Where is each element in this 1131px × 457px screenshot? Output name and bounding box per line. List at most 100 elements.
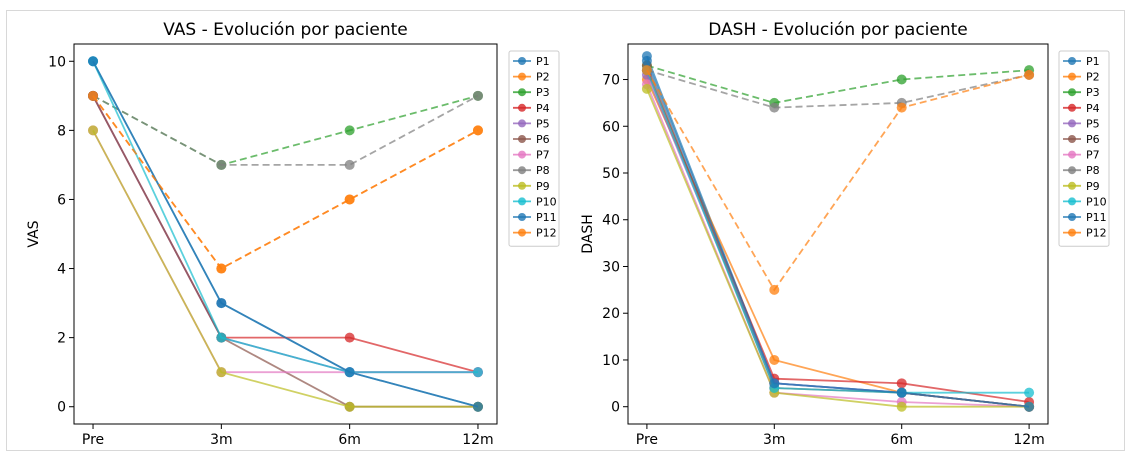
chart-1-legend-box — [1058, 50, 1110, 247]
chart-1-series-P11-line — [646, 60, 1030, 408]
chart-0-x-tick-label-3: 12m — [462, 432, 493, 448]
chart-1-y-tick-label-6: 60 — [602, 119, 620, 135]
chart-0-legend-label-P11: P11 — [536, 211, 557, 224]
chart-1-legend-marker-P11 — [1068, 213, 1076, 221]
chart-0-legend-label-P5: P5 — [536, 117, 550, 130]
chart-0-series-P7-line — [92, 129, 478, 374]
chart-0-series-P12-point-0 — [88, 90, 99, 101]
chart-1-series-P10-line — [646, 69, 1030, 394]
chart-1-legend-marker-P12 — [1068, 228, 1076, 237]
chart-1-series-P8-line — [646, 69, 1030, 109]
chart-0-legend-label-P6: P6 — [536, 133, 550, 146]
chart-0-series-P6-line — [92, 95, 478, 408]
chart-0-legend-marker-P11 — [518, 213, 526, 221]
chart-1-series-P11-point-1 — [769, 378, 780, 389]
chart-1-legend-label-P11: P11 — [1086, 211, 1107, 224]
chart-0-series-P4-point-2 — [344, 332, 355, 343]
chart-1-series-P4-line — [646, 69, 1030, 403]
chart-1-legend-label-P9: P9 — [1086, 180, 1100, 193]
chart-0-legend-marker-P6 — [518, 135, 526, 143]
chart-1-series-P9-point-0 — [641, 83, 652, 94]
chart-0-legend-label-P12: P12 — [536, 227, 557, 240]
chart-1-x-tick-label-1: 3m — [763, 432, 786, 448]
chart-0-series-P11-point-2 — [344, 367, 355, 378]
chart-1-title: DASH - Evolución por paciente — [708, 20, 968, 40]
chart-1-legend-label-P3: P3 — [1086, 86, 1100, 99]
chart-0-legend-marker-P12 — [518, 228, 526, 237]
chart-1-series-P12-point-0 — [641, 65, 652, 76]
chart-1-series-P6-line — [646, 65, 1030, 408]
chart-1-y-tick-label-3: 30 — [602, 259, 620, 275]
chart-1-series-P5-line — [646, 74, 1030, 408]
chart-0-y-tick-label-3: 6 — [57, 192, 66, 208]
chart-0-series-P8-point-2 — [344, 159, 355, 170]
chart-1-x-tick-label-2: 6m — [890, 432, 913, 448]
chart-0-series-P8-line — [92, 95, 479, 166]
figure-canvas: VAS - Evolución por paciente VAS 0 2 4 6 8 10 Pr… — [26, 20, 1110, 448]
chart-1-series-P11-point-3 — [1024, 401, 1035, 412]
chart-1-series-P2-point-1 — [769, 354, 780, 365]
chart-0-legend-label-P7: P7 — [536, 149, 550, 162]
chart-0-x-tick-label-1: 3m — [210, 432, 233, 448]
chart-0-series-P10-point-1 — [216, 332, 227, 343]
chart-0-series-P11-line — [92, 60, 479, 408]
chart-0-x-tick-label-0: Pre — [82, 432, 104, 448]
chart-1-series-P8-point-1 — [769, 102, 780, 113]
chart-0-legend-label-P4: P4 — [536, 102, 550, 115]
chart-0-series-P9-point-0 — [88, 125, 99, 136]
chart-0-legend-label-P1: P1 — [536, 55, 550, 68]
chart-1-axes-frame — [627, 43, 1049, 425]
chart-0-series-P12-point-2 — [344, 194, 355, 205]
chart-0-y-tick-label-1: 2 — [57, 331, 66, 347]
chart-0-series-P3-point-2 — [344, 125, 355, 136]
chart-0-series-P12-point-3 — [472, 125, 483, 136]
chart-0-y-axis-label: VAS — [26, 220, 42, 247]
chart-0-series-P11-point-3 — [472, 401, 483, 412]
chart-0-series-P2-line — [92, 95, 479, 270]
chart-1-legend-label-P4: P4 — [1086, 102, 1100, 115]
chart-0-y-tick-label-2: 4 — [57, 262, 66, 278]
chart-0-legend-label-P2: P2 — [536, 71, 550, 84]
chart-0-legend-marker-P5 — [518, 119, 526, 128]
chart-0-series-P3-line — [92, 94, 479, 166]
chart-1-series-P3-point-2 — [896, 74, 907, 85]
chart-1-series-P11-point-0 — [641, 55, 652, 66]
chart-1-legend-marker-P1 — [1068, 57, 1076, 65]
chart-1-y-tick-label-4: 40 — [602, 213, 620, 229]
chart-0-y-tick-label-4: 8 — [57, 123, 66, 139]
chart-1-legend-label-P6: P6 — [1086, 133, 1100, 146]
chart-0-series-P12-line — [92, 95, 479, 270]
chart-1-series-P10-point-3 — [1024, 387, 1035, 398]
chart-1-y-axis-label: DASH — [580, 214, 596, 254]
chart-1-y-tick-label-0: 0 — [611, 400, 620, 416]
chart-0-series-P12-point-1 — [216, 263, 227, 274]
chart-0-series-P9-point-2 — [344, 401, 355, 412]
chart-1-legend-marker-P10 — [1068, 197, 1076, 206]
chart-1-legend-marker-P6 — [1068, 135, 1076, 143]
chart-1-legend-label-P1: P1 — [1086, 55, 1100, 68]
chart-1-legend-marker-P7 — [1068, 150, 1076, 159]
chart-1-series-P4-point-2 — [896, 378, 907, 389]
chart-1-x-tick-label-0: Pre — [636, 432, 658, 448]
chart-0-legend-box — [508, 50, 560, 247]
chart-1-series-P12-line — [646, 69, 1030, 292]
figure-frame: VAS - Evolución por paciente VAS 0 2 4 6 8 10 Pr… — [6, 10, 1125, 451]
chart-0-series-P11-point-0 — [88, 56, 99, 67]
chart-0-x-tick-label-2: 6m — [338, 432, 361, 448]
chart-1-legend-label-P12: P12 — [1086, 227, 1107, 240]
chart-1-legend-label-P8: P8 — [1086, 164, 1100, 177]
chart-1-legend-marker-P8 — [1068, 166, 1076, 175]
chart-0-series-P9-line — [92, 129, 478, 408]
chart-0-y-tick-label-0: 0 — [57, 400, 66, 416]
chart-0-legend-marker-P3 — [518, 88, 526, 97]
chart-1-series-P11-point-2 — [896, 387, 907, 398]
chart-0-series-P10-line — [92, 60, 478, 374]
chart-1-series-P2-line — [646, 79, 1030, 408]
chart-1-legend-marker-P9 — [1068, 181, 1076, 190]
chart-1-y-tick-label-1: 10 — [602, 353, 620, 369]
chart-0-legend-label-P8: P8 — [536, 164, 550, 177]
chart-1-y-tick-label-2: 20 — [602, 306, 620, 322]
chart-1-legend-label-P10: P10 — [1086, 195, 1107, 208]
chart-1-series-P12-point-1 — [769, 284, 780, 295]
chart-1-series-P1-line — [646, 55, 1030, 408]
